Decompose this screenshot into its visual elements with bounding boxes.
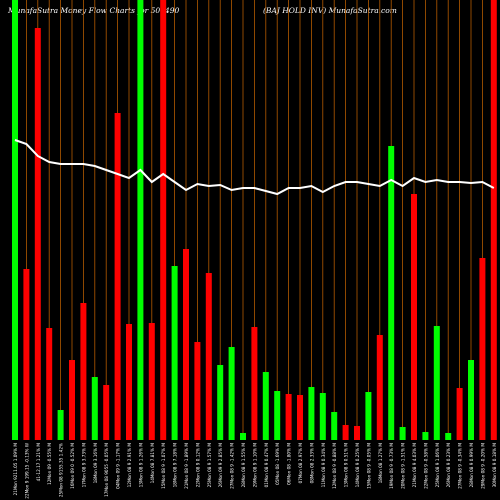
x-tick-label: 19Mon 08 9 -0.73% M [389, 443, 394, 489]
bar [399, 427, 406, 440]
x-tick-label: 22Mon 9 199.15 -0.13% W [24, 443, 29, 499]
x-tick-label: 17Mon 08 9 3.73% M [81, 443, 86, 488]
x-tick-label: 27Mon 08 9 -1.42% M [230, 443, 235, 489]
bar [297, 395, 303, 440]
x-tick-label: 20Mon 08 9 -1.51% M [401, 443, 406, 489]
bar [183, 249, 189, 440]
bar [262, 372, 269, 440]
bar [456, 388, 463, 440]
x-tick-label: 29Mon 08 9 -0.20% M [480, 443, 485, 489]
bar [34, 28, 41, 440]
x-tick-label: 17Mon 08 9055 -0.05% M [104, 443, 109, 497]
chart-header: MunafaSutra Money Flow Charts for 500490… [0, 6, 500, 20]
bar [12, 0, 18, 440]
bar [69, 360, 75, 440]
bar [171, 266, 178, 440]
x-tick-label: 05Mon 08 -1.69% M [275, 443, 280, 485]
x-tick-label: 13Mon 08 9 0.51% M [344, 443, 349, 488]
bar [411, 194, 417, 440]
x-tick-label: 22Mon 08 9 -0.58% M [423, 443, 428, 489]
bar [445, 433, 452, 440]
x-tick-label: 29Mon 08 9 1.10% M [252, 443, 257, 488]
x-tick-label: 06Mon 08 -1.80% M [287, 443, 292, 485]
x-tick-label: 15Mon 08 9 -0.05% M [366, 443, 371, 489]
chart-subtitle: (BAJ HOLD INV) MunafaSutra.com [263, 6, 397, 15]
x-tick-label: 30Mon 08 9 0.18% M [492, 443, 497, 488]
bar [479, 258, 486, 440]
bar [422, 432, 429, 440]
bar [80, 303, 87, 440]
x-tick-label: 25Mon 08 9155.35 1.42% [59, 443, 64, 497]
bar [228, 347, 235, 440]
x-tick-label: 04Mon 09 9 -1.17% M [116, 443, 121, 489]
x-tick-label: 27Mon 08 9 -0.34% M [458, 443, 463, 489]
chart-title: MunafaSutra Money Flow Charts for 500490 [8, 6, 180, 15]
bar [91, 377, 98, 440]
bar [365, 392, 372, 440]
bar [388, 146, 395, 440]
bar [23, 269, 30, 440]
x-tick-label: 25Mon 08 9 1.06% M [435, 443, 440, 488]
series-line [14, 139, 495, 196]
x-tick-label: 07Mon 08 2.97% M [298, 443, 303, 484]
x-tick-label: 08Mon 08 2.33% M [309, 443, 314, 484]
x-tick-label: 12Mon 08 9 2.91% M [127, 443, 132, 488]
x-tick-label: 25Mon 08 9 1.57% M [207, 443, 212, 488]
x-tick-label: 41-12.17 1.21% M [36, 443, 41, 482]
bar [319, 393, 326, 440]
x-tick-label: 12Mon 09 -0.55% M [47, 443, 52, 485]
x-tick-label: 18Mon 08 9 7.18% M [173, 443, 178, 488]
x-tick-label: 18Mon 09 3.16% M [93, 443, 98, 484]
bar [433, 326, 440, 440]
bar [274, 391, 281, 440]
x-tick-label: 15Mon 08 9 -1.07% M [161, 443, 166, 489]
bar [205, 273, 212, 440]
x-tick-label: 14Mon 08 7.81% M [150, 443, 155, 484]
bar [57, 410, 64, 440]
x-tick-label: 16Mon 09 0 -0.52% M [70, 443, 75, 489]
bar [376, 335, 383, 440]
bar [285, 394, 292, 440]
bar [160, 0, 167, 440]
x-tick-label: 01Mon 08 9 0.47% M [264, 443, 269, 488]
bar [251, 327, 258, 440]
bar [490, 0, 497, 440]
bar [126, 324, 132, 440]
bar [103, 385, 110, 440]
bar [240, 433, 246, 440]
bar [331, 412, 338, 440]
x-tick-label: 22Mon 08 9 0.12% M [195, 443, 200, 488]
x-tick-label: 26Mon 09 9 2.85% M [218, 443, 223, 488]
bar [194, 342, 201, 440]
x-tick-label: 26Mon 08 9 0.23% M [446, 443, 451, 488]
bar [217, 365, 224, 440]
x-tick-label: 14Mon 08 9 0.25% M [355, 443, 360, 488]
bar [137, 0, 144, 440]
x-tick-label: 12Mon 08 9 -0.88% M [332, 443, 337, 489]
bar [342, 425, 349, 440]
x-tick-label: 28Mon 08 9 1.55% M [241, 443, 246, 488]
x-tick-label: 11Mon 08 9 0.34% M [321, 443, 326, 488]
x-tick-label: 13Mon 08 9 1.26% M [138, 443, 143, 488]
bar [148, 323, 155, 440]
x-tick-label: 18Mon 08 1.27% M [378, 443, 383, 484]
x-tick-label: 21Mon 08 9 -1.89% M [184, 443, 189, 489]
x-tick-label: 21Mon 08 9 4.03% M [412, 443, 417, 488]
x-tick-label: 28Mon 08 9 0.99% M [469, 443, 474, 488]
bar [354, 426, 360, 440]
x-tick-label: 21Mon 9211.05 1.09% M [13, 443, 18, 496]
bar [308, 387, 315, 440]
bar [468, 360, 474, 440]
bar [114, 113, 121, 440]
bar [46, 328, 53, 440]
